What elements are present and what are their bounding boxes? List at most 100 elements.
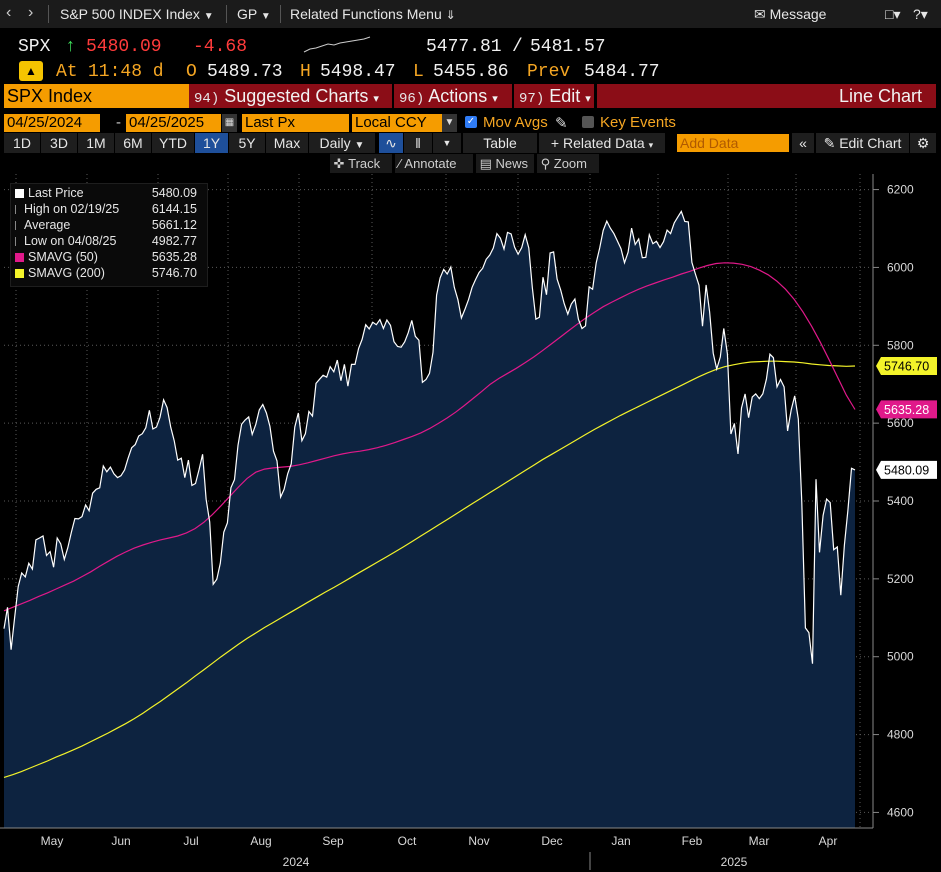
legend-item[interactable]: Average 5661.12 [15,218,203,233]
chevron-down-icon[interactable]: ▼ [442,114,457,132]
currency-selector[interactable]: Local CCY [352,114,443,132]
legend-value: 5480.09 [151,186,197,200]
end-label-sma50: 5635.28 [876,400,937,419]
start-date-input[interactable]: 04/25/2024 [4,114,100,132]
y-tick-label: 5600 [887,416,914,430]
legend-item[interactable]: SMAVG (200) 5746.70 [15,266,203,281]
x-axis: May Jun Jul Aug Sep Oct Nov Dec Jan Feb Mar Apr 2024… [0,827,873,870]
price-chart[interactable]: 4600 4800 5000 5200 5400 5600 5800 6000 6200 May… [0,174,941,872]
back-arrow-icon[interactable]: ‹ [6,4,12,21]
chevron-down-icon[interactable]: ▼ [433,133,461,153]
related-functions-menu[interactable]: Related Functions Menu ⇓ [290,6,456,22]
range-1m[interactable]: 1M [78,133,114,153]
x-tick-label: Apr [819,834,838,848]
track-tool[interactable]: ✜ Track [330,154,392,173]
legend-label: SMAVG (200) [28,266,105,280]
collapse-icon[interactable]: « [792,133,814,153]
x-tick-label: Aug [250,834,271,848]
range-ytd[interactable]: YTD [152,133,194,153]
legend-swatch [15,221,20,231]
x-tick-label: Feb [682,834,703,848]
pencil-icon[interactable]: ✎ [555,115,568,132]
y-axis: 4600 4800 5000 5200 5400 5600 5800 6000 6200 [872,174,914,828]
x-year-label: 2025 [721,855,748,869]
key-events-label[interactable]: Key Events [600,114,676,131]
quote-time: 11:48 d [88,62,164,82]
legend-label: Low on 04/08/25 [24,234,117,248]
news-tool[interactable]: ▤ News [476,154,534,173]
mov-avgs-checkbox[interactable]: ✓ [465,116,477,128]
range-5y[interactable]: 5Y [229,133,265,153]
y-tick-label: 5400 [887,494,914,508]
y-tick-label: 6200 [887,183,914,197]
annotate-tool[interactable]: ∕ Annotate [395,154,473,173]
end-date-input[interactable]: 04/25/2025 [126,114,221,132]
calendar-icon[interactable]: ▦ [222,114,237,132]
x-tick-label: Jul [183,834,198,848]
mov-avgs-label[interactable]: Mov Avgs [483,114,548,131]
legend-value: 5746.70 [151,266,197,280]
sma200-line [3,360,856,778]
window-options-icon[interactable]: □▾ [885,6,901,22]
envelope-icon: ✉ [754,6,766,22]
table-button[interactable]: Table [463,133,537,153]
chart-legend[interactable]: Last Price 5480.09 High on 02/19/25 6144.15… [10,183,208,287]
x-tick-label: Jun [111,834,130,848]
range-3d[interactable]: 3D [41,133,77,153]
y-tick-label: 6000 [887,260,914,274]
legend-swatch [15,253,24,263]
security-selector[interactable]: S&P 500 INDEX Index ▼ [60,6,214,22]
key-events-checkbox[interactable] [582,116,594,128]
x-tick-label: Sep [322,834,344,848]
live-indicator-icon: ▲ [19,61,43,81]
legend-item[interactable]: SMAVG (50) 5635.28 [15,250,203,265]
ask-price: 5481.57 [530,37,606,57]
end-label-sma200: 5746.70 [876,357,937,376]
line-chart-icon[interactable]: ∿ [379,133,403,153]
actions-menu[interactable]: 96) Actions ▾ [394,84,512,108]
legend-label: SMAVG (50) [28,250,98,264]
legend-item[interactable]: Low on 04/08/25 4982.77 [15,234,203,249]
chart-type-title: Line Chart [597,84,936,108]
end-label-tag [876,400,937,419]
y-tick-label: 5000 [887,650,914,664]
edit-menu[interactable]: 97) Edit ▾ [514,84,594,108]
zoom-tool[interactable]: ⚲ Zoom [537,154,599,173]
net-change: -4.68 [193,37,248,57]
open-price: 5489.73 [207,62,283,82]
field-selector[interactable]: Last Px [242,114,349,132]
legend-item[interactable]: Last Price 5480.09 [15,186,203,201]
period-selector[interactable]: Daily ▼ [309,133,375,153]
gear-icon[interactable]: ⚙ [910,133,936,153]
low-price: 5455.86 [433,62,509,82]
x-tick-label: May [41,834,64,848]
help-icon[interactable]: ?▾ [913,6,928,22]
range-1y[interactable]: 1Y [195,133,228,153]
end-label-value: 5635.28 [884,403,929,417]
range-max[interactable]: Max [266,133,308,153]
y-tick-label: 4800 [887,728,914,742]
high-price: 5498.47 [320,62,396,82]
legend-value: 5661.12 [151,218,197,232]
legend-value: 4982.77 [151,234,197,248]
add-data-input[interactable]: Add Data [677,134,789,152]
function-selector[interactable]: GP ▼ [237,6,271,22]
legend-label: Average [24,218,71,232]
range-1d[interactable]: 1D [4,133,40,153]
up-arrow-icon: ↑ [65,37,76,57]
pencil-icon: ✎ [823,135,836,151]
forward-arrow-icon[interactable]: › [28,4,34,21]
legend-swatch [15,269,24,279]
edit-chart-button[interactable]: ✎ Edit Chart [816,133,909,153]
x-tick-label: Oct [398,834,417,848]
legend-item[interactable]: High on 02/19/25 6144.15 [15,202,203,217]
bar-chart-icon[interactable]: ‖ [404,133,432,153]
message-button[interactable]: ✉ Message [754,6,827,22]
security-field[interactable]: SPX Index [4,84,189,108]
suggested-charts-menu[interactable]: 94) Suggested Charts ▾ [189,84,392,108]
related-data-menu[interactable]: + Related Data ▾ [539,133,665,153]
y-tick-label: 5200 [887,572,914,586]
range-6m[interactable]: 6M [115,133,151,153]
bid-price: 5477.81 [426,37,502,57]
chevron-down-icon: ▼ [203,11,214,22]
